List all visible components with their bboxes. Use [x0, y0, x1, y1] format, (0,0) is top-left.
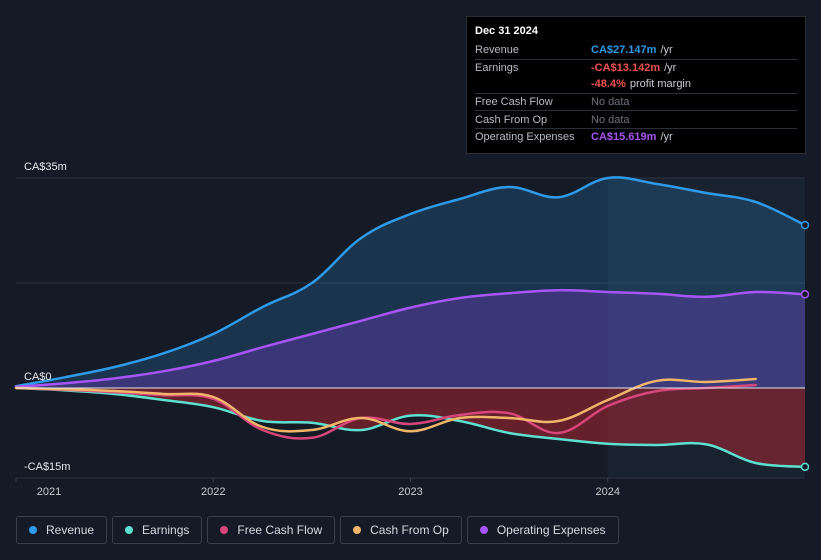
- operating-expenses-dot-icon: [479, 526, 488, 534]
- revenue-end-marker: [800, 220, 810, 230]
- cash-from-op-line: [14, 377, 757, 433]
- tooltip-row-earnings: Earnings -CA$13.142m /yr: [475, 58, 797, 77]
- operating-expenses-line: [14, 288, 807, 389]
- earnings-area: [16, 388, 805, 467]
- tooltip-date: Dec 31 2024: [475, 25, 538, 37]
- tooltip-label: Cash From Op: [475, 113, 548, 126]
- tooltip-suffix: profit margin: [629, 78, 691, 91]
- tooltip-value: -CA$13.142m: [591, 61, 661, 74]
- legend-label: Operating Expenses: [496, 523, 606, 537]
- y-axis-label: CA$35m: [24, 161, 67, 173]
- tooltip-row-cfo: Cash From Op No data: [475, 110, 797, 128]
- legend-item-earnings[interactable]: Earnings: [112, 516, 203, 544]
- tooltip-value: No data: [591, 113, 630, 126]
- earnings-end-marker: [800, 462, 810, 472]
- legend-item-free-cash-flow[interactable]: Free Cash Flow: [207, 516, 336, 544]
- tooltip-panel: Dec 31 2024 Revenue CA$27.147m /yr Earni…: [466, 16, 806, 154]
- tooltip-row-fcf: Free Cash Flow No data: [475, 92, 797, 111]
- tooltip-value: CA$15.619m: [591, 131, 657, 144]
- tooltip-label: Operating Expenses: [475, 131, 575, 144]
- forecast-highlight-band: [607, 178, 805, 478]
- tooltip-value: CA$27.147m: [591, 44, 657, 57]
- tooltip-value: No data: [591, 96, 630, 109]
- revenue-dot-icon: [29, 526, 37, 534]
- operating-expenses-area: [16, 290, 805, 388]
- tooltip-row-opex: Operating Expenses CA$15.619m /yr: [475, 127, 797, 146]
- operating-expenses-end-marker: [800, 290, 810, 299]
- tooltip-row-revenue: Revenue CA$27.147m /yr: [475, 42, 797, 59]
- cash-from-op-dot-icon: [353, 526, 362, 534]
- legend-label: Earnings: [142, 523, 190, 537]
- tooltip-value: -48.4%: [591, 78, 626, 91]
- tooltip-suffix: /yr: [664, 61, 677, 74]
- earnings-dot-icon: [125, 526, 134, 534]
- x-tick-label: 2023: [398, 486, 422, 498]
- free-cash-flow-dot-icon: [220, 526, 229, 534]
- legend-item-revenue[interactable]: Revenue: [16, 516, 108, 544]
- x-tick-label: 2024: [596, 486, 620, 498]
- tooltip-label: Revenue: [475, 44, 520, 57]
- legend-item-operating-expenses[interactable]: Operating Expenses: [466, 516, 619, 544]
- legend-label: Revenue: [46, 523, 95, 537]
- earnings-line: [14, 386, 807, 469]
- x-tick-label: 2022: [201, 486, 225, 498]
- legend: Revenue Earnings Free Cash Flow Cash Fro…: [16, 516, 619, 544]
- legend-label: Free Cash Flow: [237, 523, 323, 537]
- legend-label: Cash From Op: [370, 523, 449, 537]
- tooltip-suffix: /yr: [660, 44, 673, 57]
- revenue-line: [14, 176, 807, 388]
- legend-item-cash-from-op[interactable]: Cash From Op: [340, 516, 462, 544]
- x-tick-label: 2021: [37, 486, 61, 498]
- tooltip-label: Earnings: [475, 61, 519, 74]
- y-axis-label: CA$0: [24, 371, 52, 383]
- tooltip-suffix: /yr: [660, 131, 673, 144]
- tooltip-row-margin: -48.4% profit margin: [475, 76, 797, 93]
- y-axis-label: -CA$15m: [24, 461, 70, 473]
- tooltip-label: Free Cash Flow: [475, 96, 553, 109]
